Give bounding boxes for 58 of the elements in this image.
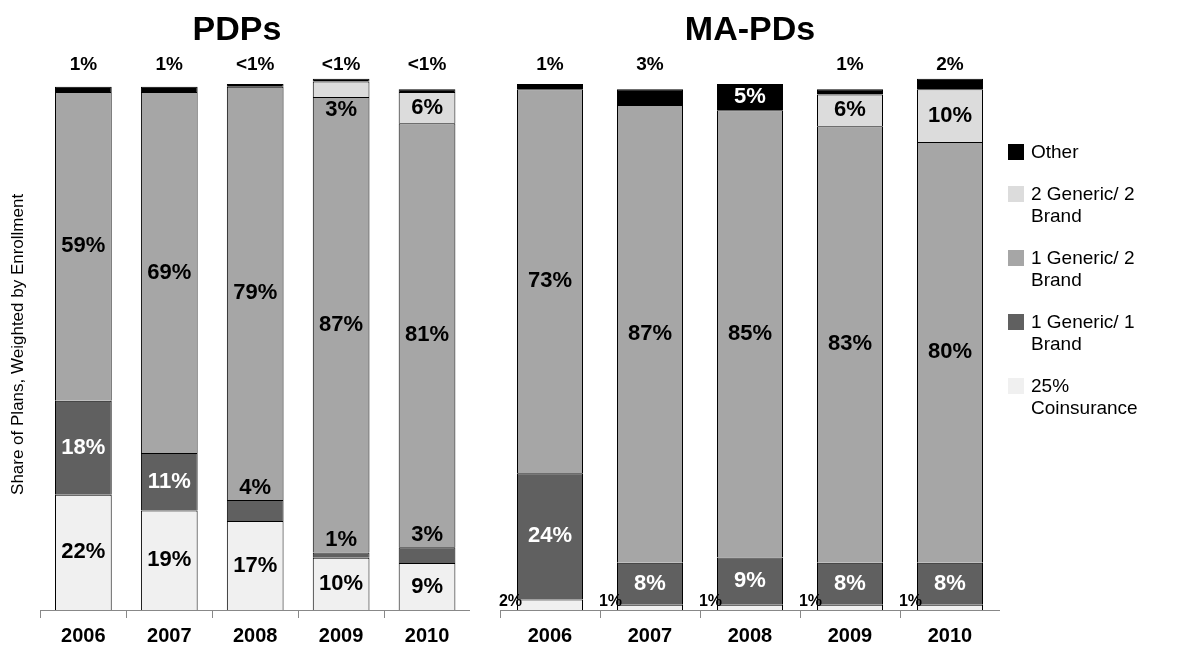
data-label: 3%: [325, 96, 358, 122]
data-label: 17%: [233, 551, 278, 577]
legend-label: 2 Generic/ 2 Brand: [1031, 183, 1136, 227]
y-axis-title: Share of Plans, Weighted by Enrollment: [7, 193, 27, 495]
data-label: 69%: [147, 258, 192, 284]
data-label: 18%: [61, 433, 106, 459]
data-label: 87%: [627, 319, 673, 345]
data-label: 3%: [636, 53, 664, 75]
x-tick-label: 2007: [627, 623, 673, 646]
data-label: 11%: [147, 467, 191, 493]
data-label: 87%: [319, 310, 364, 336]
data-label: 10%: [319, 569, 364, 595]
data-label: 85%: [727, 319, 773, 345]
legend-label: 1 Generic/ 1 Brand: [1031, 311, 1136, 355]
x-tick-label: 2008: [727, 623, 773, 646]
bar: [55, 86, 112, 92]
data-label: 5%: [734, 83, 766, 109]
data-label: 8%: [634, 569, 666, 595]
chart-title: PDPs: [192, 8, 282, 47]
data-label: 9%: [411, 572, 443, 598]
data-label: 9%: [734, 567, 766, 593]
x-tick-label: 2010: [927, 623, 973, 646]
data-label: 73%: [527, 267, 573, 293]
data-label: 81%: [405, 321, 450, 347]
data-label: 1%: [536, 53, 564, 75]
data-label: 4%: [239, 474, 272, 500]
legend-label: 1 Generic/ 2 Brand: [1031, 247, 1136, 291]
x-tick-label: 2007: [147, 623, 192, 646]
chart-title: MA-PDs: [684, 8, 816, 47]
data-label: 6%: [834, 96, 866, 122]
x-tick-label: 2006: [61, 623, 106, 646]
x-tick-label: 2009: [827, 623, 873, 646]
data-label: 19%: [147, 546, 192, 572]
data-label: <1%: [321, 53, 361, 75]
data-label: 1%: [836, 53, 864, 75]
legend-label: 25% Coinsurance: [1031, 375, 1139, 419]
data-label: <1%: [407, 53, 447, 75]
data-label: 8%: [834, 569, 866, 595]
data-label: 22%: [61, 538, 106, 564]
data-label: 8%: [934, 569, 966, 595]
data-label: 10%: [927, 101, 973, 127]
x-tick-label: 2008: [232, 623, 278, 646]
x-tick-label: 2009: [318, 623, 364, 646]
data-label: 59%: [61, 232, 106, 258]
x-tick-label: 2010: [404, 623, 450, 646]
legend-label: Other: [1031, 141, 1079, 163]
data-label: <1%: [235, 53, 275, 75]
data-label: 79%: [233, 279, 278, 305]
data-label: 24%: [527, 522, 573, 548]
data-label: 3%: [411, 521, 443, 547]
data-label: 1%: [325, 526, 358, 552]
data-label: 1%: [155, 53, 184, 75]
data-label: 1%: [69, 53, 98, 75]
data-label: 83%: [827, 330, 873, 356]
data-label: 2%: [936, 53, 964, 75]
data-label: 80%: [927, 338, 973, 364]
x-tick-label: 2006: [527, 623, 573, 646]
data-label: 6%: [411, 93, 443, 119]
